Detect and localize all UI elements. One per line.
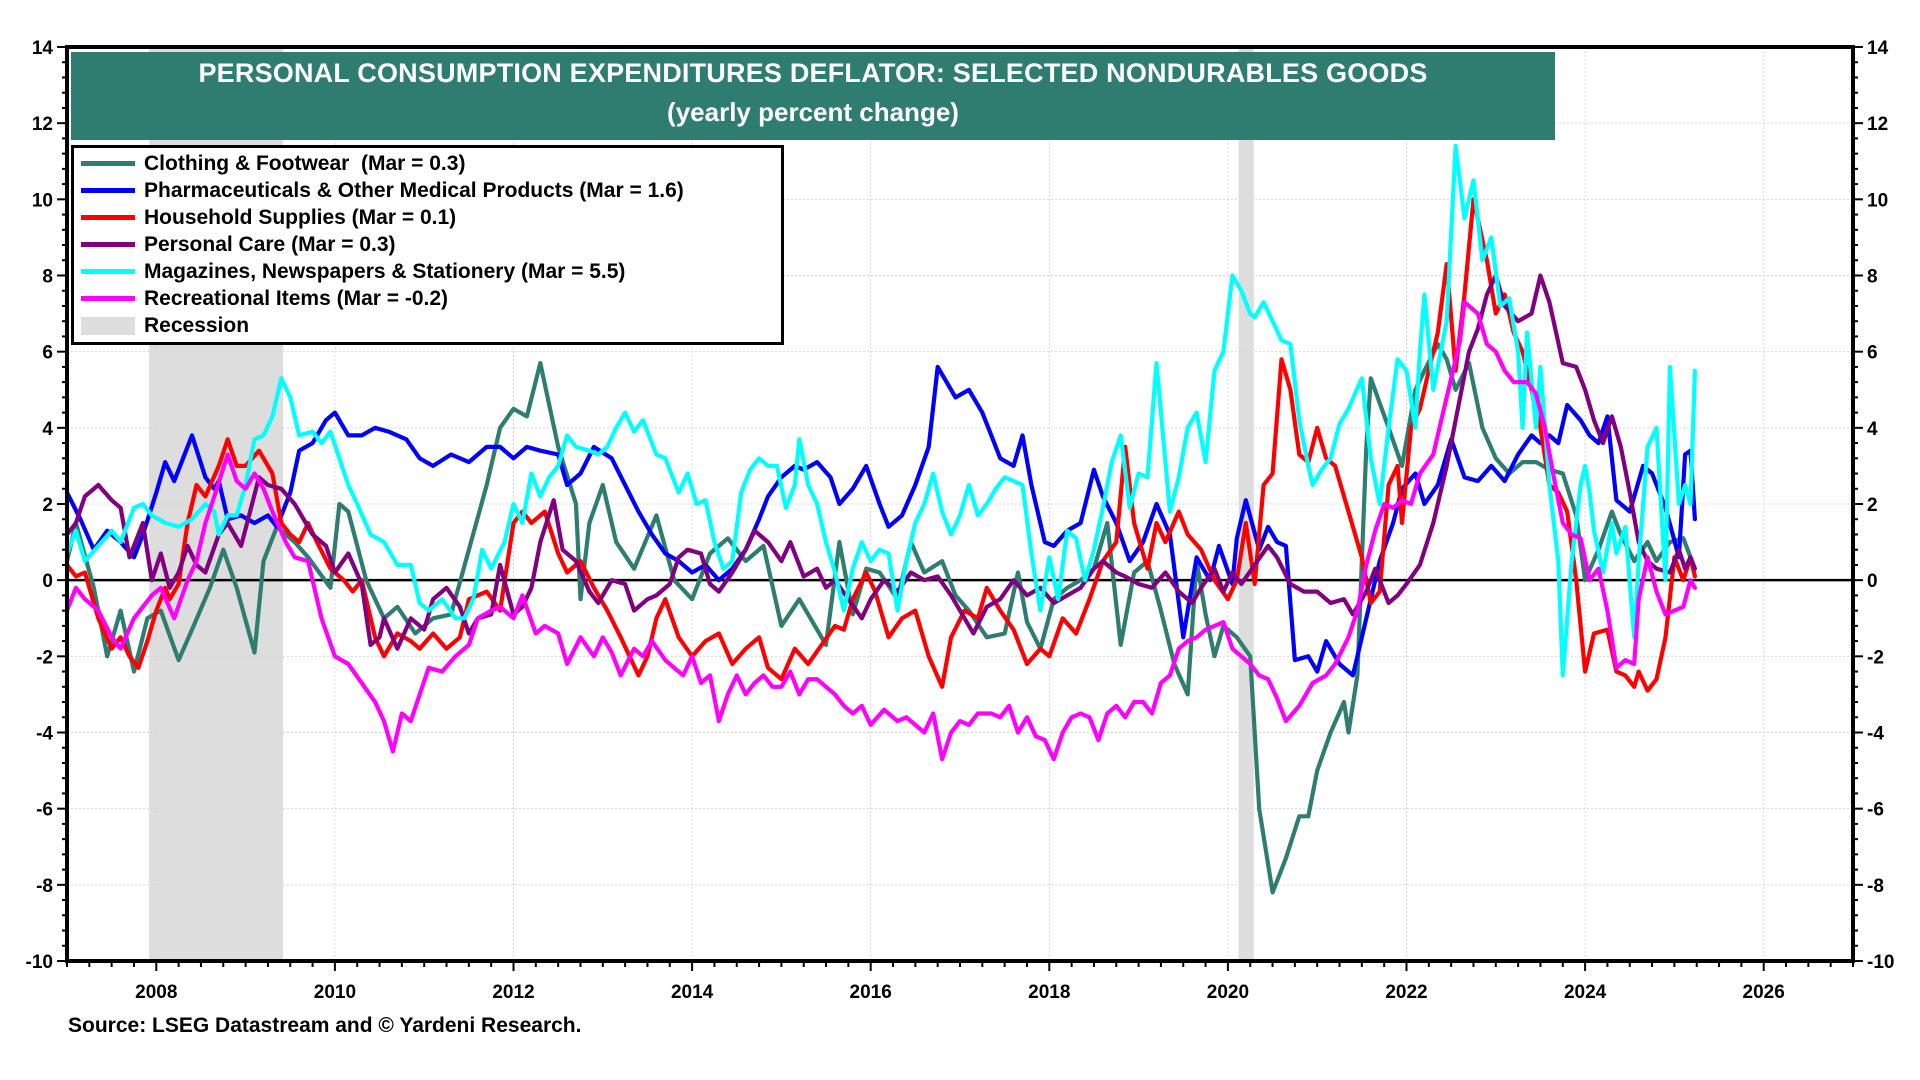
legend-item-household-supplies: Household Supplies (Mar = 0.1): [74, 204, 781, 231]
y-tick-label-left: 6: [42, 343, 53, 364]
chart-title: PERSONAL CONSUMPTION EXPENDITURES DEFLAT…: [198, 58, 1428, 88]
y-tick-label-right: -6: [1867, 800, 1884, 821]
axes: -10 -10 -8 -8 -6 -6 -4 -4 -2 -2 0 0 2 2 4 4 6 6 8 8 10 10 12 12…: [26, 38, 1895, 1003]
y-tick-label-left: 10: [32, 190, 53, 211]
x-tick-label: 2016: [850, 982, 892, 1003]
legend-label-pharmaceuticals: Pharmaceuticals & Other Medical Products…: [144, 178, 684, 202]
legend: Clothing & Footwear (Mar = 0.3) Pharmace…: [71, 145, 784, 345]
x-tick-label: 2020: [1207, 982, 1249, 1003]
legend-item-pharmaceuticals: Pharmaceuticals & Other Medical Products…: [74, 177, 781, 204]
x-tick-label: 2008: [135, 982, 177, 1003]
series-line-pharmaceuticals-other-medical-products: [64, 364, 1697, 678]
y-tick-label-right: -4: [1867, 724, 1884, 745]
y-tick-label-left: 14: [32, 38, 54, 59]
y-tick-label-left: 12: [32, 114, 53, 135]
chart-title-box: PERSONAL CONSUMPTION EXPENDITURES DEFLAT…: [71, 52, 1555, 140]
y-tick-label-left: -6: [36, 800, 53, 821]
series-line-personal-care: [64, 273, 1697, 651]
y-tick-label-left: -4: [36, 724, 53, 745]
y-tick-label-right: 10: [1867, 190, 1888, 211]
y-tick-label-left: -10: [26, 952, 53, 973]
y-tick-label-right: 6: [1867, 343, 1878, 364]
source-note: Source: LSEG Datastream and © Yardeni Re…: [68, 1014, 582, 1037]
x-tick-label: 2024: [1564, 982, 1607, 1003]
series-line-recreational-items: [64, 300, 1697, 762]
legend-item-personal-care: Personal Care (Mar = 0.3): [74, 231, 781, 258]
legend-swatch-recreational: [81, 296, 135, 301]
y-tick-label-left: -8: [36, 876, 53, 897]
legend-label-personal-care: Personal Care (Mar = 0.3): [144, 232, 396, 256]
gridlines: [67, 46, 1853, 962]
y-tick-label-right: 2: [1867, 495, 1878, 516]
y-tick-label-right: 12: [1867, 114, 1888, 135]
legend-label-household-supplies: Household Supplies (Mar = 0.1): [144, 205, 457, 229]
x-tick-label: 2014: [671, 982, 714, 1003]
legend-label-magazines: Magazines, Newspapers & Stationery (Mar …: [144, 259, 626, 283]
y-tick-label-right: -10: [1867, 952, 1894, 973]
x-tick-label: 2022: [1385, 982, 1427, 1003]
y-tick-label-left: 2: [42, 495, 53, 516]
y-tick-label-right: 4: [1867, 419, 1878, 440]
legend-swatch-recession: [81, 316, 135, 335]
legend-swatch-magazines: [81, 269, 135, 274]
y-tick-label-right: -2: [1867, 647, 1884, 668]
y-tick-label-left: 0: [42, 571, 53, 592]
series-lines: [64, 143, 1697, 895]
y-tick-label-left: 8: [42, 267, 53, 288]
legend-item-clothing: Clothing & Footwear (Mar = 0.3): [74, 150, 781, 177]
y-tick-label-right: 0: [1867, 571, 1878, 592]
chart-subtitle: (yearly percent change): [667, 97, 959, 127]
legend-swatch-household-supplies: [81, 215, 135, 220]
y-tick-label-left: 4: [42, 419, 53, 440]
legend-item-recreational: Recreational Items (Mar = -0.2): [74, 285, 781, 312]
legend-label-recreational: Recreational Items (Mar = -0.2): [144, 286, 449, 310]
series-line-magazines-newspapers-stationery: [64, 143, 1697, 678]
y-tick-label-right: 14: [1867, 38, 1889, 59]
y-tick-label-right: -8: [1867, 876, 1884, 897]
x-tick-label: 2026: [1743, 982, 1785, 1003]
x-tick-label: 2010: [314, 982, 356, 1003]
legend-swatch-clothing: [81, 161, 135, 166]
legend-label-recession: Recession: [144, 313, 250, 337]
legend-swatch-pharmaceuticals: [81, 188, 135, 193]
y-tick-label-left: -2: [36, 647, 53, 668]
y-tick-label-right: 8: [1867, 267, 1878, 288]
x-tick-label: 2018: [1028, 982, 1070, 1003]
x-tick-label: 2012: [492, 982, 534, 1003]
legend-item-magazines: Magazines, Newspapers & Stationery (Mar …: [74, 258, 781, 285]
legend-item-recession: Recession: [74, 312, 781, 339]
legend-swatch-personal-care: [81, 242, 135, 247]
legend-label-clothing: Clothing & Footwear (Mar = 0.3): [144, 151, 466, 175]
